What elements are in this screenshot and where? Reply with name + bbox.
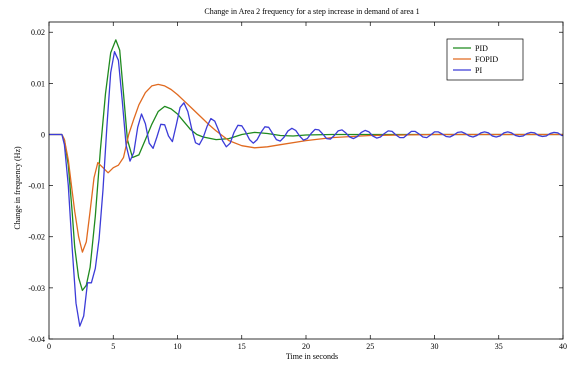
series-lines	[49, 39, 563, 327]
x-tick-label: 20	[302, 342, 310, 351]
plot-frame	[48, 21, 564, 340]
y-tick-label: 0	[41, 130, 45, 139]
x-tick-label: 5	[111, 342, 115, 351]
x-axis-label: Time in seconds	[286, 352, 338, 361]
x-tick-label: 35	[495, 342, 503, 351]
y-tick-label: -0.03	[28, 284, 45, 293]
y-tick-label: -0.04	[28, 335, 45, 344]
x-tick-label: 40	[559, 342, 567, 351]
y-axis-label: Change in frequency (Hz)	[13, 146, 22, 230]
x-tick-label: 0	[47, 342, 51, 351]
y-tick-label: 0.01	[31, 79, 45, 88]
legend: PID FOPID PI	[446, 38, 524, 81]
series-line-pi	[49, 51, 563, 327]
legend-label: PI	[475, 66, 482, 75]
y-tick-label: 0.02	[31, 28, 45, 37]
series-line-fopid	[49, 83, 563, 253]
x-tick-label: 25	[366, 342, 374, 351]
x-tick-label: 15	[238, 342, 246, 351]
chart-title: Change in Area 2 frequency for a step in…	[204, 7, 419, 16]
x-tick-label: 30	[431, 342, 439, 351]
x-tick-label: 10	[174, 342, 182, 351]
legend-label: PID	[475, 44, 488, 53]
y-tick-label: -0.01	[28, 182, 45, 191]
y-tick-label: -0.02	[28, 233, 45, 242]
legend-label: FOPID	[475, 55, 498, 64]
series-line-pid	[49, 39, 563, 292]
